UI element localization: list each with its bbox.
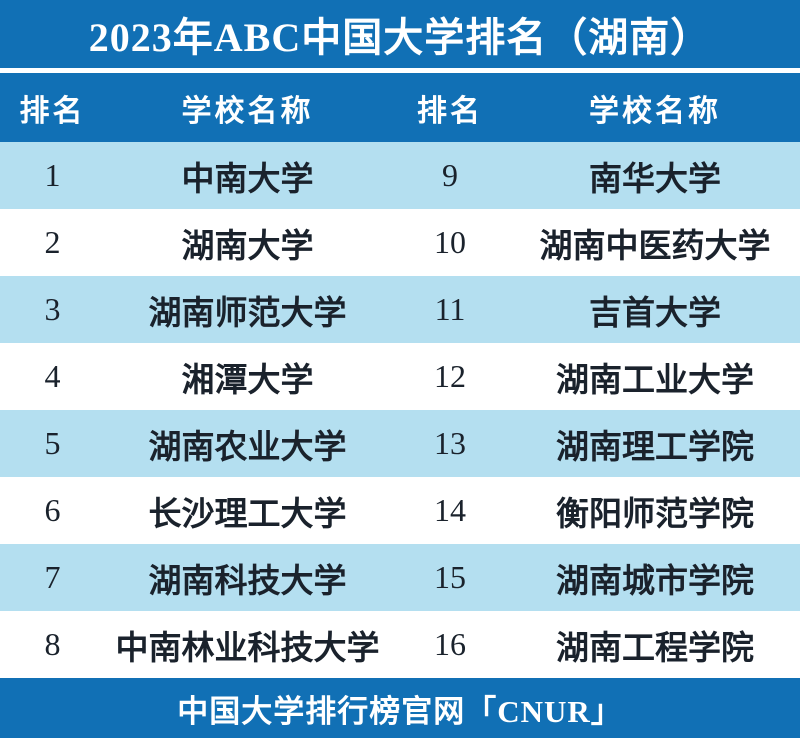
rank-cell-left: 3: [44, 291, 61, 327]
school-cell-left: 湖南农业大学: [148, 429, 347, 466]
table-row: 3 湖南师范大学 11 吉首大学: [0, 276, 800, 343]
rank-cell-left: 1: [44, 157, 61, 193]
rank-cell-left: 8: [44, 626, 61, 662]
school-cell-left: 湖南师范大学: [148, 295, 347, 332]
school-cell-right: 湖南工程学院: [556, 630, 754, 667]
school-cell-left: 湘潭大学: [181, 362, 314, 399]
rank-cell-right: 10: [434, 224, 466, 260]
table-row: 8 中南林业科技大学 16 湖南工程学院: [0, 611, 800, 678]
table-body: 1 中南大学 9 南华大学 2 湖南大学 10 湖南中医药大学 3 湖南师范大学…: [0, 142, 800, 678]
table-row: 6 长沙理工大学 14 衡阳师范学院: [0, 477, 800, 544]
table-row: 5 湖南农业大学 13 湖南理工学院: [0, 410, 800, 477]
title-bar: 2023年ABC中国大学排名（湖南）: [0, 0, 800, 68]
rank-cell-left: 5: [44, 425, 61, 461]
table-header-row: 排名 学校名称 排名 学校名称: [0, 73, 800, 142]
rank-cell-right: 12: [434, 358, 466, 394]
school-cell-right: 湖南中医药大学: [539, 228, 771, 265]
table-row: 2 湖南大学 10 湖南中医药大学: [0, 209, 800, 276]
school-cell-left: 中南林业科技大学: [115, 630, 380, 667]
school-cell-left: 湖南大学: [181, 228, 314, 265]
table-row: 1 中南大学 9 南华大学: [0, 142, 800, 209]
school-cell-right: 吉首大学: [589, 295, 721, 332]
school-cell-left: 湖南科技大学: [148, 563, 347, 600]
rank-cell-right: 9: [442, 157, 458, 193]
rank-cell-left: 4: [44, 358, 61, 394]
school-cell-left: 长沙理工大学: [148, 496, 347, 533]
school-cell-right: 湖南理工学院: [556, 429, 754, 466]
school-cell-right: 衡阳师范学院: [556, 496, 754, 533]
rank-cell-right: 14: [434, 492, 466, 528]
title-divider: [0, 68, 800, 73]
school-cell-right: 湖南工业大学: [556, 362, 754, 399]
table-row: 4 湘潭大学 12 湖南工业大学: [0, 343, 800, 410]
table-row: 7 湖南科技大学 15 湖南城市学院: [0, 544, 800, 611]
rank-cell-right: 11: [434, 291, 466, 327]
school-cell-right: 湖南城市学院: [556, 563, 754, 600]
rank-cell-left: 6: [44, 492, 61, 528]
column-header-rank-right: 排名: [417, 94, 483, 128]
column-header-rank-left: 排名: [19, 94, 86, 128]
footer-bar: 中国大学排行榜官网「CNUR」: [0, 678, 800, 738]
rank-cell-right: 15: [434, 559, 466, 595]
rank-cell-left: 7: [44, 559, 61, 595]
school-cell-left: 中南大学: [181, 161, 314, 198]
column-header-school-right: 学校名称: [589, 94, 721, 128]
rank-cell-right: 13: [434, 425, 466, 461]
footer-source: 中国大学排行榜官网「CNUR」: [177, 693, 623, 729]
school-cell-right: 南华大学: [589, 161, 721, 198]
page-title: 2023年ABC中国大学排名（湖南）: [88, 15, 712, 60]
rank-cell-right: 16: [434, 626, 466, 662]
rank-cell-left: 2: [44, 224, 61, 260]
column-header-school-left: 学校名称: [181, 94, 314, 128]
